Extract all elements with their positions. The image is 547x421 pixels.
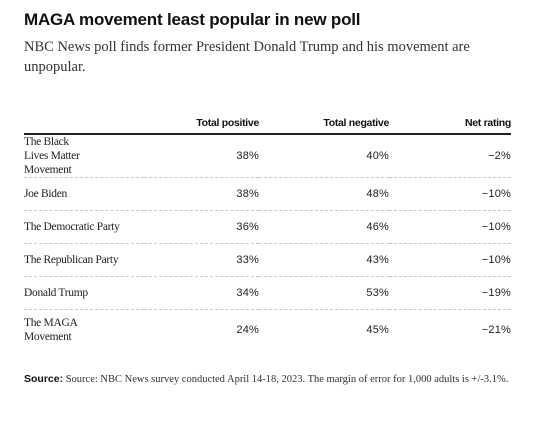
net-rating-cell: −10% xyxy=(389,243,511,277)
total-negative-cell: 40% xyxy=(259,134,389,178)
chart-subtitle: NBC News poll finds former President Don… xyxy=(24,39,470,75)
net-rating-cell: −21% xyxy=(481,324,511,336)
poll-table: Total positive Total negative Net rating… xyxy=(24,103,511,350)
total-positive-cell: 38% xyxy=(144,134,259,178)
column-header-label xyxy=(24,103,144,135)
net-rating-cell: −19% xyxy=(389,276,511,310)
column-header-total-negative: Total negative xyxy=(259,103,389,135)
table-row: Joe Biden 38% 48% −10% xyxy=(24,177,511,211)
row-label: The MAGA Movement xyxy=(24,317,77,343)
chart-title: MAGA movement least popular in new poll xyxy=(24,10,361,29)
total-positive-cell: 38% xyxy=(144,177,259,211)
source-note: Source: Source: NBC News survey conducte… xyxy=(24,373,514,386)
row-label: The Black Lives Matter Movement xyxy=(24,134,144,178)
total-negative-cell: 43% xyxy=(259,243,389,277)
row-label: Joe Biden xyxy=(24,177,144,211)
table-row: The Democratic Party 36% 46% −10% xyxy=(24,210,511,244)
column-header-total-positive: Total positive xyxy=(144,103,259,135)
column-header-net-rating: Net rating xyxy=(389,103,511,135)
table-row: Donald Trump 34% 53% −19% xyxy=(24,276,511,310)
total-positive-cell: 33% xyxy=(144,243,259,277)
total-positive-cell: 36% xyxy=(144,210,259,244)
total-negative-cell: 48% xyxy=(259,177,389,211)
row-label: The Republican Party xyxy=(24,243,144,277)
net-rating-cell: −2% xyxy=(389,134,511,178)
net-rating-cell: −10% xyxy=(389,177,511,211)
total-positive-cell: 34% xyxy=(144,276,259,310)
table-row: The Republican Party 33% 43% −10% xyxy=(24,243,511,277)
table-header-row: Total positive Total negative Net rating xyxy=(24,103,511,135)
net-rating-cell: −10% xyxy=(389,210,511,244)
row-label: The Democratic Party xyxy=(24,210,144,244)
table-row: The Black Lives Matter Movement 38% 40% … xyxy=(24,134,511,178)
table-row: The MAGA Movement 24% 45% −21% xyxy=(24,310,511,351)
total-negative-cell: 45% xyxy=(366,324,389,336)
source-text: Source: NBC News survey conducted April … xyxy=(65,374,509,385)
total-positive-cell: 24% xyxy=(236,324,259,336)
total-negative-cell: 53% xyxy=(259,276,389,310)
source-label: Source: xyxy=(24,373,64,385)
row-label: Donald Trump xyxy=(24,276,144,310)
total-negative-cell: 46% xyxy=(259,210,389,244)
